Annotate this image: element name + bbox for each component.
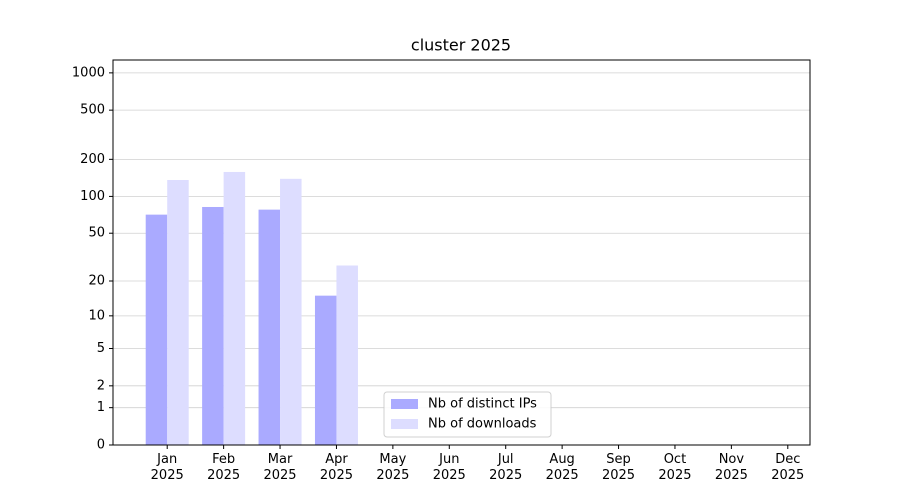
x-tick-label: Jun 2025 [432,452,466,483]
y-tick-label: 500 [80,103,105,118]
bar [280,178,302,446]
legend-swatch [391,399,418,409]
y-tick-label: 1 [97,400,105,415]
y-tick-label: 0 [97,438,105,453]
plot-frame [112,59,811,446]
legend-box [383,391,552,438]
bar [336,265,358,445]
y-tick-label: 20 [88,274,105,289]
x-tick-label: Apr 2025 [319,452,353,483]
y-tick-label: 1000 [72,65,105,80]
x-tick-label: Oct 2025 [658,452,692,483]
x-tick-label: Feb 2025 [207,452,241,483]
bar [223,171,246,445]
bar [314,295,337,445]
x-tick-label: Mar 2025 [263,452,297,483]
y-tick-label: 10 [88,308,105,323]
bar [202,206,224,445]
x-tick-label: May 2025 [376,452,410,483]
legend-label: Nb of downloads [428,417,537,432]
legend-swatch [391,419,418,429]
x-tick-label: Jul 2025 [489,452,523,483]
y-tick-label: 2 [97,378,105,393]
x-tick-label: Sep 2025 [601,452,636,483]
chart-title: cluster 2025 [411,36,511,55]
x-tick-label: Jan 2025 [150,452,184,483]
bar [167,179,189,445]
y-tick-label: 5 [97,341,105,356]
y-tick-label: 50 [88,226,105,241]
legend-label: Nb of distinct IPs [428,397,537,412]
legend: Nb of distinct IPs Nb of downloads [383,391,552,438]
bar [145,214,168,445]
x-tick-label: Aug 2025 [545,452,579,483]
x-tick-label: Dec 2025 [771,452,805,483]
bar [258,209,281,445]
y-tick-label: 100 [80,189,105,204]
x-tick-label: Nov 2025 [714,452,748,483]
y-tick-label: 200 [80,152,105,167]
